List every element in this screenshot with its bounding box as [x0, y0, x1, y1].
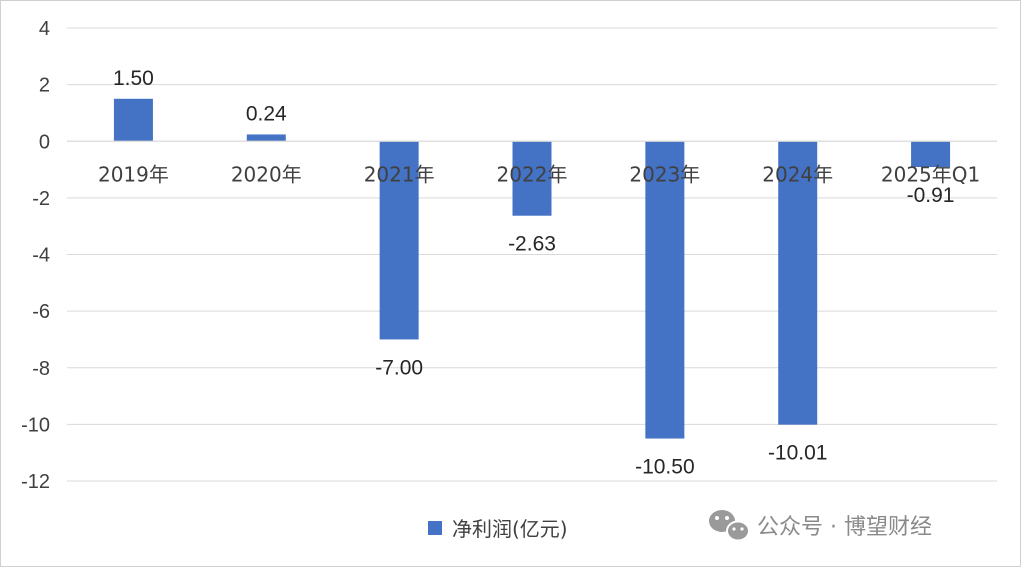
legend: 净利润(亿元)	[428, 517, 568, 541]
data-label: 1.50	[113, 67, 154, 90]
x-tick-label: 2025年Q1	[881, 162, 980, 186]
gridlines	[67, 27, 997, 482]
data-labels: 1.50 0.24 -7.00 -2.63 -10.50 -10.01 -0.91	[113, 67, 955, 479]
x-tick-label: 2024年	[762, 162, 833, 186]
data-label: -10.01	[768, 442, 828, 465]
watermark: 公众号 · 博望财经	[709, 510, 932, 542]
bar	[113, 98, 153, 142]
bar	[645, 141, 685, 439]
bar	[379, 141, 419, 340]
y-tick-label: 0	[39, 131, 50, 153]
bar	[246, 134, 286, 142]
data-label: -0.91	[907, 184, 955, 207]
x-tick-label: 2023年	[629, 162, 700, 186]
x-tick-label: 2020年	[231, 162, 302, 186]
data-label: 0.24	[246, 102, 287, 125]
x-tick-label: 2019年	[98, 162, 169, 186]
y-tick-label: 4	[39, 18, 50, 40]
bars	[113, 98, 951, 439]
data-label: -10.50	[635, 456, 695, 479]
y-tick-label: -4	[32, 245, 50, 267]
x-tick-label: 2021年	[364, 162, 435, 186]
x-axis: 2019年 2020年 2021年 2022年 2023年 2024年 2025年Q1	[98, 162, 980, 186]
y-tick-label: 2	[39, 75, 50, 97]
wechat-icon	[709, 510, 750, 542]
y-tick-label: -8	[32, 358, 50, 380]
y-axis: 4 2 0 -2 -4 -6 -8 -10 -12	[21, 18, 50, 493]
y-tick-label: -10	[21, 414, 50, 436]
legend-label: 净利润(亿元)	[452, 517, 568, 541]
data-label: -7.00	[375, 356, 423, 379]
x-tick-label: 2022年	[497, 162, 568, 186]
y-tick-label: -2	[32, 188, 50, 210]
watermark-text: 公众号 · 博望财经	[757, 515, 932, 540]
bar	[911, 141, 951, 168]
y-tick-label: -12	[21, 471, 50, 493]
bar	[512, 141, 552, 216]
data-label: -2.63	[508, 233, 556, 256]
bar	[778, 141, 818, 425]
legend-swatch	[428, 521, 442, 535]
y-tick-label: -6	[32, 301, 50, 323]
